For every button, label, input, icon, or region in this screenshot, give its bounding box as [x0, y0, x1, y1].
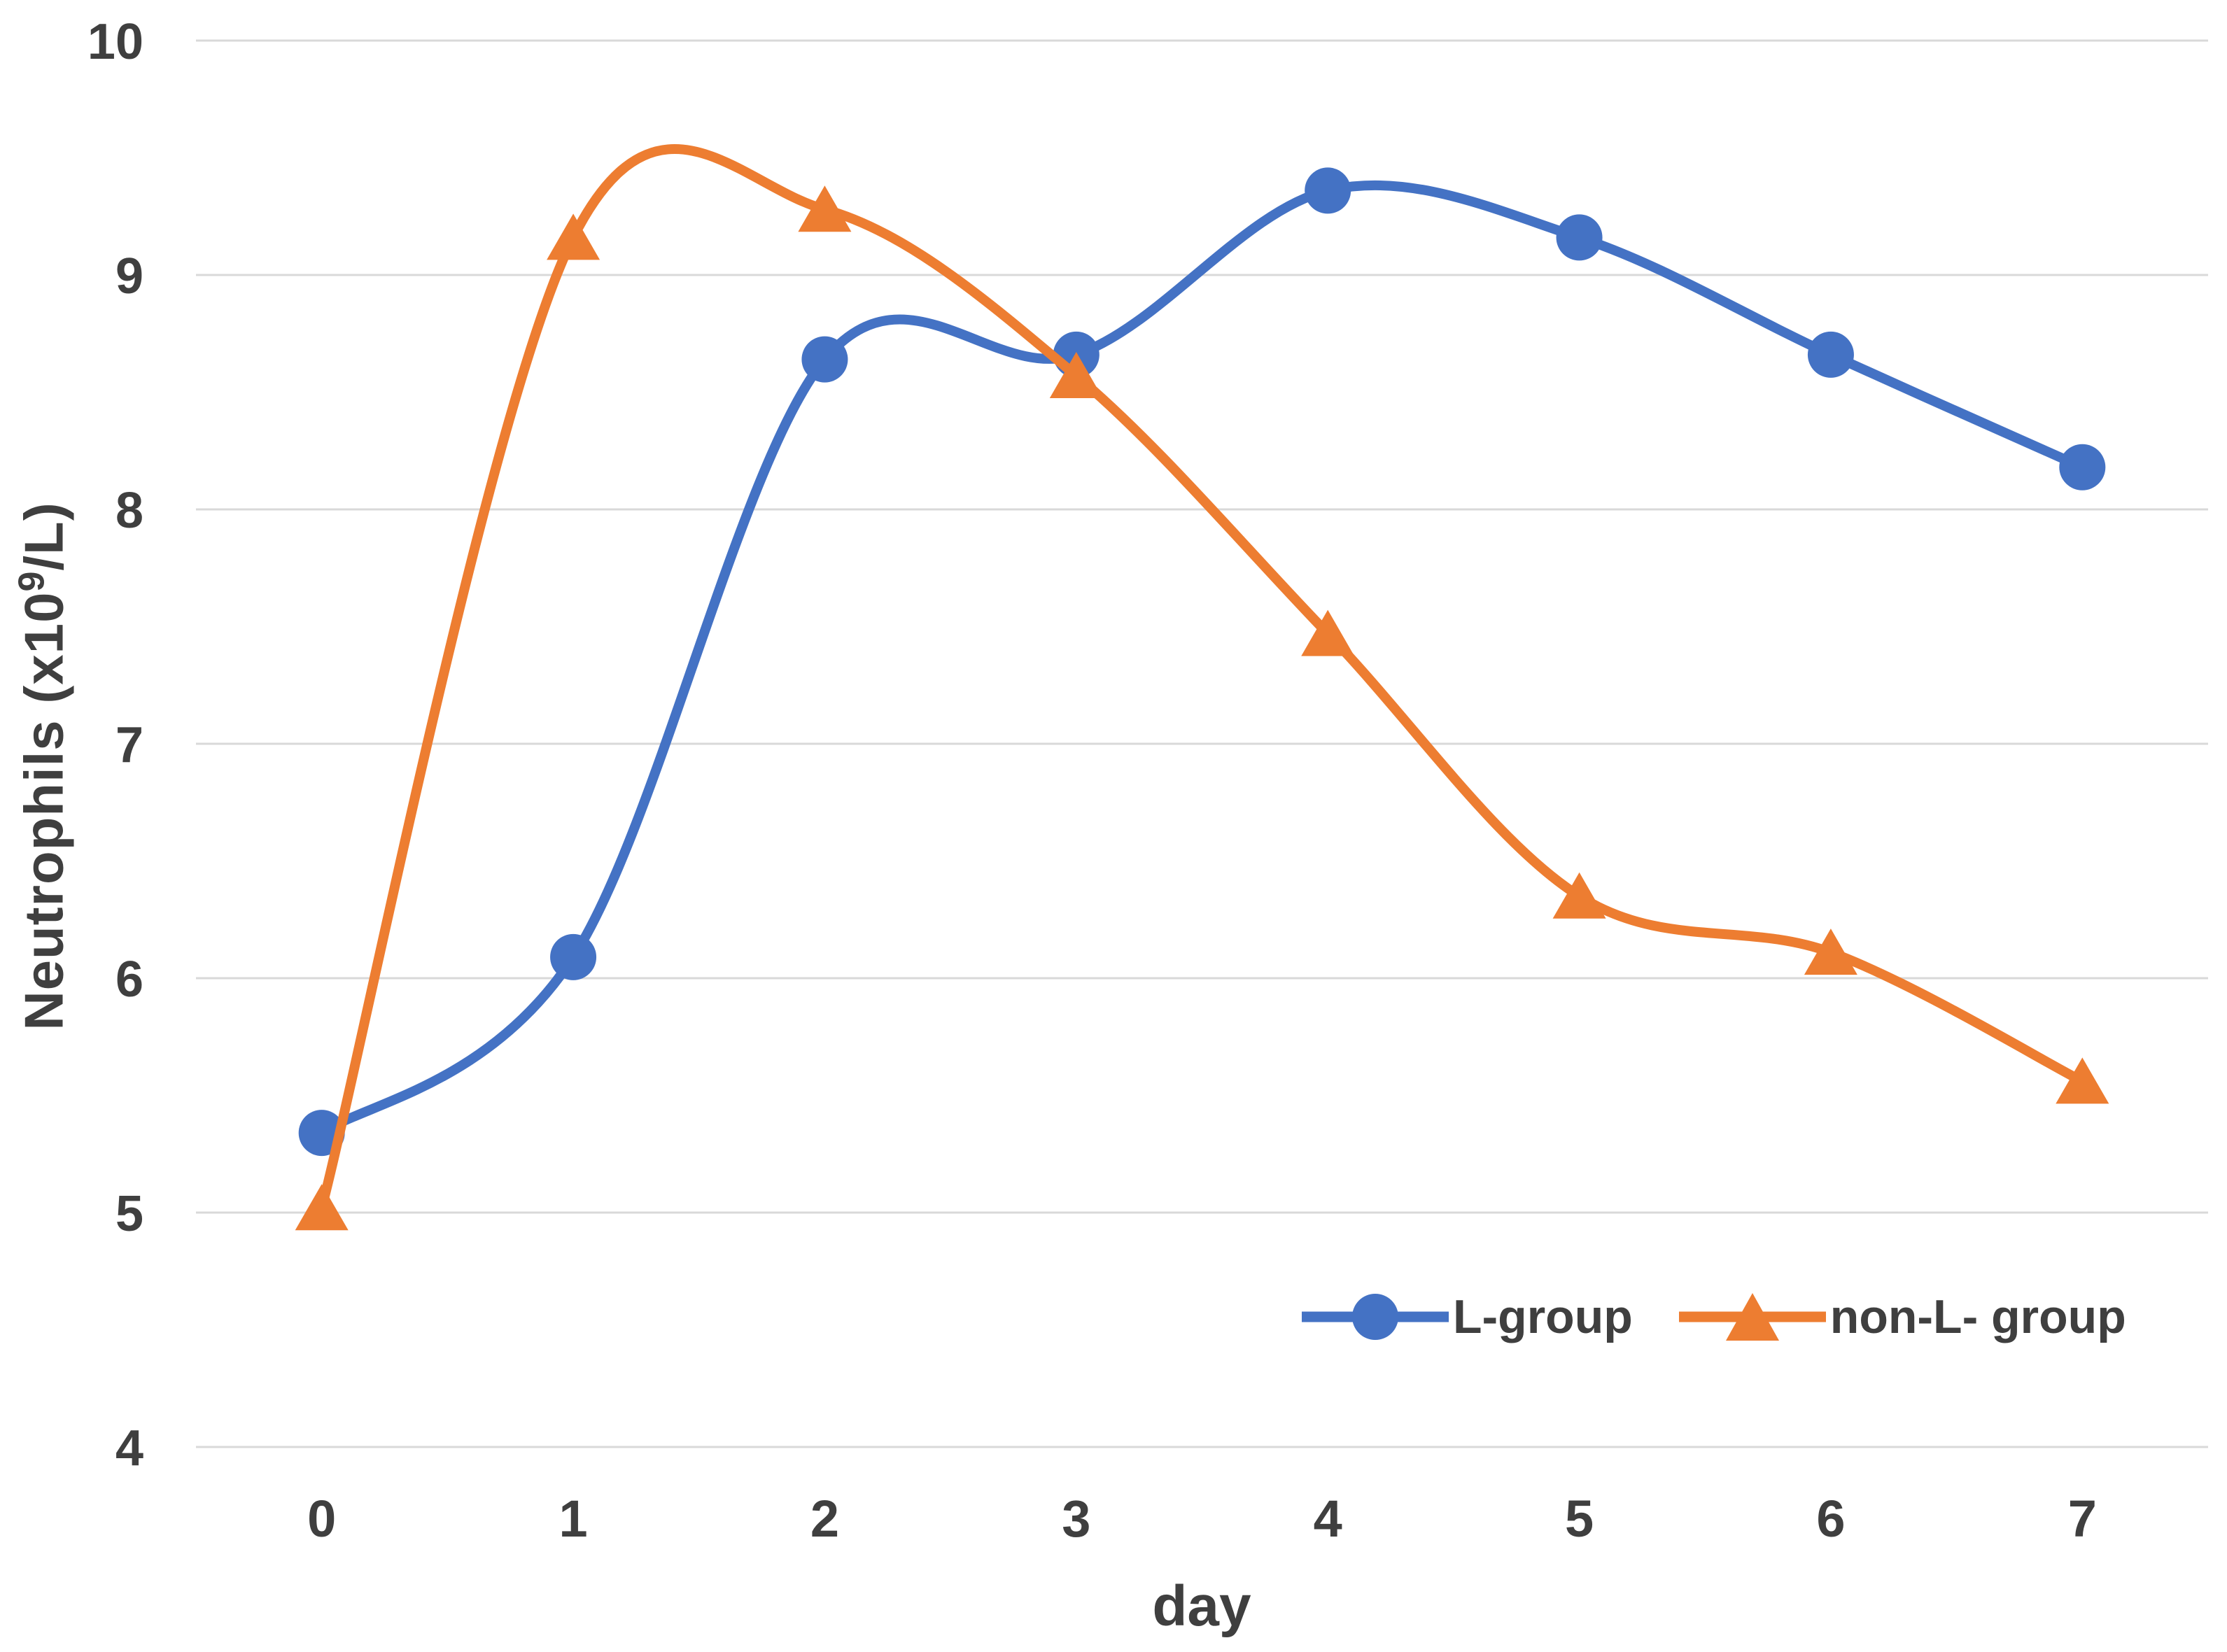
marker-non-l-group-day-2 [798, 185, 852, 232]
x-tick-label-2: 2 [810, 1490, 839, 1548]
y-axis-title: Neutrophils (x109/L) [11, 502, 76, 1030]
x-tick-label-6: 6 [1816, 1490, 1845, 1548]
legend: L-group non-L- group [1300, 1290, 2126, 1344]
y-tick-label-8: 8 [115, 483, 143, 539]
y-tick-label-7: 7 [115, 717, 143, 773]
y-axis-title-superscript: 9 [11, 570, 52, 592]
y-tick-label-9: 9 [115, 248, 143, 304]
legend-circle-marker-icon [1302, 1294, 1449, 1340]
marker-non-l-group-day-6 [1804, 929, 1857, 975]
legend-label-non-l-group: non-L- group [1829, 1290, 2126, 1343]
marker-non-l-group-day-3 [1049, 352, 1103, 398]
x-tick-label-4: 4 [1314, 1490, 1342, 1548]
x-tick-label-1: 1 [558, 1490, 587, 1548]
x-tick-label-7: 7 [2068, 1490, 2097, 1548]
series-line-l-group [316, 180, 2088, 1138]
marker-l-group-day-1 [550, 933, 597, 980]
series-line-non-l-group [316, 144, 2088, 1213]
x-axis-title: day [1152, 1574, 1251, 1638]
marker-l-group-day-7 [2059, 444, 2106, 490]
marker-non-l-group-day-1 [547, 213, 600, 260]
y-tick-label-6: 6 [115, 952, 143, 1008]
marker-non-l-group-day-7 [2056, 1057, 2109, 1104]
marker-non-l-group-day-4 [1301, 609, 1355, 656]
marker-l-group-day-6 [1807, 331, 1854, 378]
x-tick-label-0: 0 [307, 1490, 336, 1548]
legend-triangle-marker-icon [1678, 1293, 1826, 1341]
y-axis-title-text: Neutrophils (x10 [13, 591, 75, 1031]
y-tick-label-4: 4 [115, 1420, 143, 1476]
legend-item-non-l-group: non-L- group [1678, 1290, 2126, 1344]
marker-l-group-day-2 [801, 336, 848, 383]
y-axis-title-suffix: /L) [13, 502, 75, 571]
legend-label-l-group: L-group [1453, 1290, 1633, 1343]
legend-item-l-group: L-group [1300, 1290, 1633, 1344]
marker-non-l-group-day-0 [295, 1184, 349, 1231]
marker-non-l-group-day-5 [1552, 872, 1606, 919]
x-tick-label-5: 5 [1565, 1490, 1594, 1548]
marker-l-group-day-4 [1305, 167, 1351, 214]
y-tick-label-5: 5 [115, 1186, 143, 1242]
x-tick-label-3: 3 [1062, 1490, 1090, 1548]
marker-l-group-day-5 [1556, 214, 1603, 261]
y-tick-label-10: 10 [87, 14, 143, 70]
